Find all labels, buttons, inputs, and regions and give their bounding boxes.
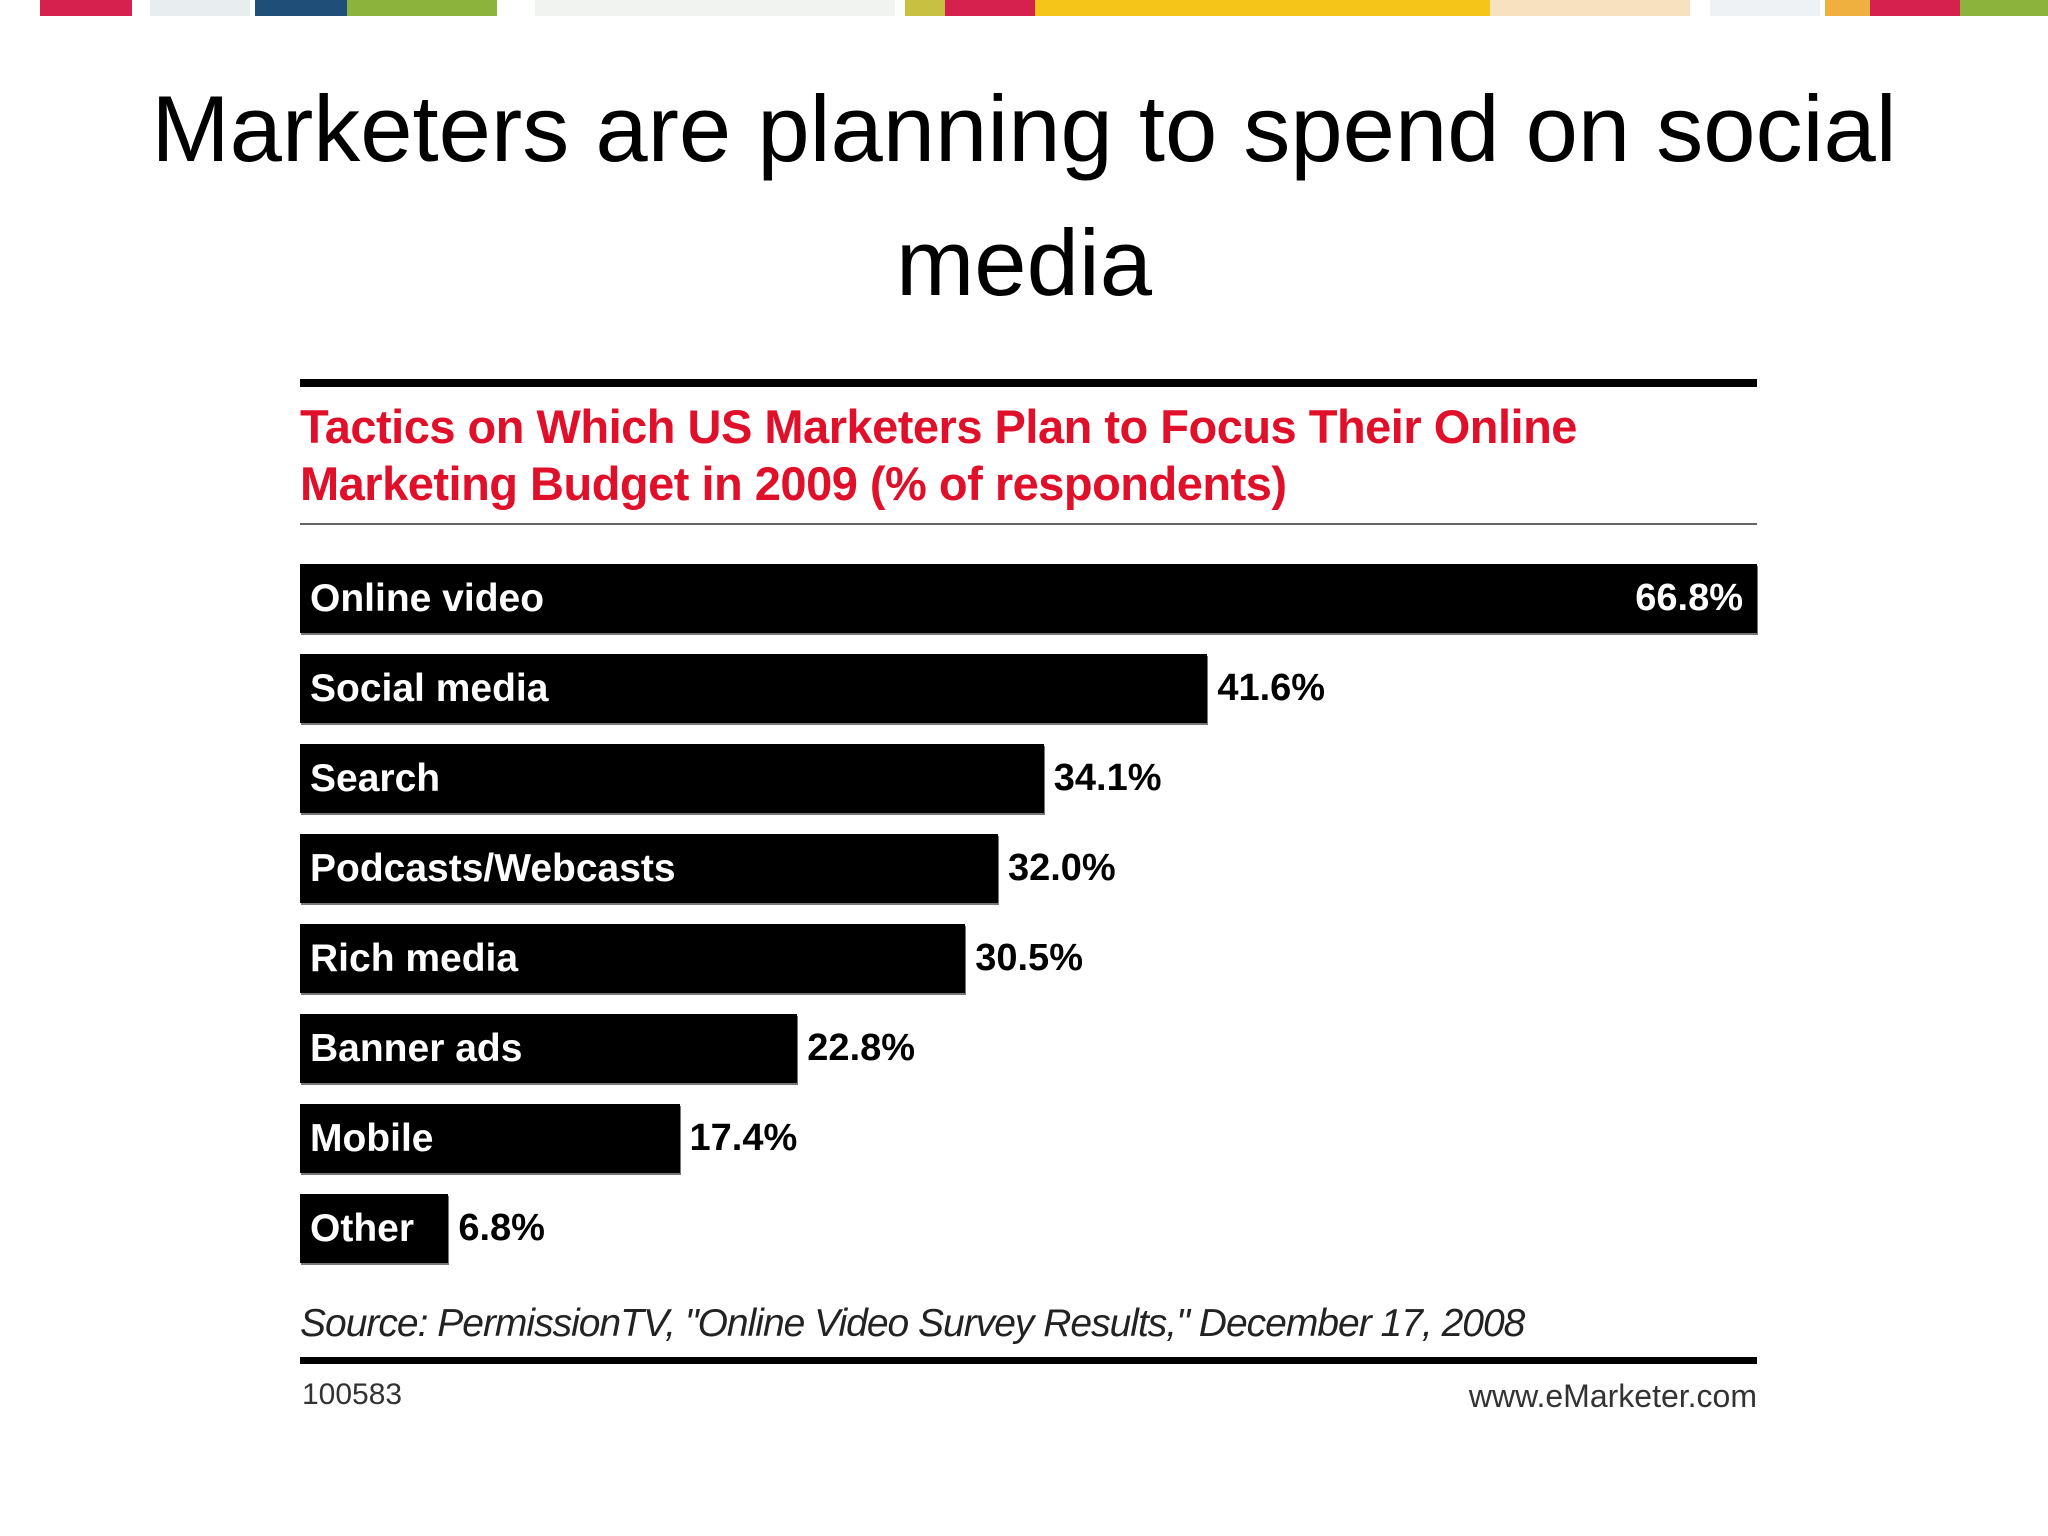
bottom-rule	[300, 1357, 1757, 1364]
value-label: 30.5%	[975, 937, 1083, 979]
category-label: Podcasts/Webcasts	[310, 847, 676, 890]
value-label: 22.8%	[807, 1027, 916, 1069]
value-label: 66.8%	[1635, 577, 1743, 619]
category-label: Banner ads	[310, 1027, 523, 1070]
value-label: 34.1%	[1053, 757, 1162, 799]
bar	[300, 564, 1757, 633]
bar	[300, 834, 998, 903]
category-label: Rich media	[310, 937, 519, 980]
category-label: Other	[310, 1207, 415, 1250]
site: www.eMarketer.com	[1468, 1378, 1757, 1414]
top-stripe	[0, 0, 2048, 16]
bar	[300, 744, 1044, 813]
slide-title: Marketers are planning to spend on socia…	[151, 76, 1897, 315]
value-label: 17.4%	[689, 1117, 798, 1159]
value-label: 6.8%	[458, 1207, 545, 1249]
bar	[300, 924, 966, 993]
category-label: Social media	[310, 667, 549, 710]
bar	[300, 1194, 449, 1263]
bar	[300, 1014, 798, 1083]
bar	[300, 654, 1208, 723]
source: Source: PermissionTV, "Online Video Surv…	[300, 1302, 1525, 1345]
category-label: Search	[310, 757, 441, 800]
chart-id: 100583	[302, 1378, 403, 1411]
category-label: Online video	[310, 577, 545, 620]
value-label: 32.0%	[1007, 847, 1116, 889]
value-label: 41.6%	[1217, 667, 1326, 709]
top-rule	[300, 379, 1757, 387]
chart-title: Tactics on Which US Marketers Plan to Fo…	[300, 400, 1577, 510]
category-label: Mobile	[310, 1117, 434, 1160]
bar	[300, 1104, 680, 1173]
title-rule	[300, 523, 1757, 525]
